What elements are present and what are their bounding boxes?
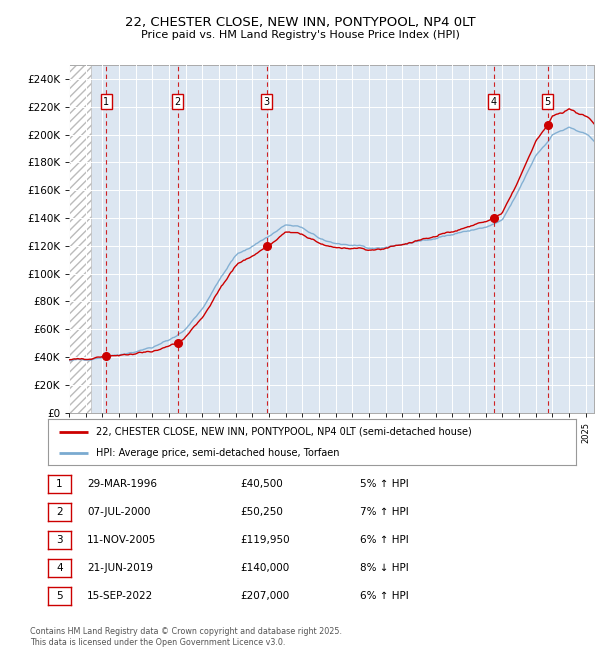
Text: Contains HM Land Registry data © Crown copyright and database right 2025.
This d: Contains HM Land Registry data © Crown c… <box>30 627 342 647</box>
Text: £140,000: £140,000 <box>240 563 289 573</box>
Text: Price paid vs. HM Land Registry's House Price Index (HPI): Price paid vs. HM Land Registry's House … <box>140 30 460 40</box>
Text: £119,950: £119,950 <box>240 535 290 545</box>
Text: 15-SEP-2022: 15-SEP-2022 <box>87 591 153 601</box>
Text: £207,000: £207,000 <box>240 591 289 601</box>
Text: £40,500: £40,500 <box>240 479 283 489</box>
Text: 8% ↓ HPI: 8% ↓ HPI <box>360 563 409 573</box>
Text: 22, CHESTER CLOSE, NEW INN, PONTYPOOL, NP4 0LT (semi-detached house): 22, CHESTER CLOSE, NEW INN, PONTYPOOL, N… <box>95 427 471 437</box>
Text: HPI: Average price, semi-detached house, Torfaen: HPI: Average price, semi-detached house,… <box>95 448 339 458</box>
Text: 2: 2 <box>175 96 181 107</box>
Text: 1: 1 <box>56 479 63 489</box>
Text: 07-JUL-2000: 07-JUL-2000 <box>87 507 151 517</box>
Text: 5: 5 <box>544 96 551 107</box>
Text: 4: 4 <box>56 563 63 573</box>
Text: 4: 4 <box>490 96 497 107</box>
Text: 6% ↑ HPI: 6% ↑ HPI <box>360 591 409 601</box>
Text: 5% ↑ HPI: 5% ↑ HPI <box>360 479 409 489</box>
Text: 2: 2 <box>56 507 63 517</box>
Text: 21-JUN-2019: 21-JUN-2019 <box>87 563 153 573</box>
Text: £50,250: £50,250 <box>240 507 283 517</box>
Text: 6% ↑ HPI: 6% ↑ HPI <box>360 535 409 545</box>
Text: 11-NOV-2005: 11-NOV-2005 <box>87 535 157 545</box>
Text: 29-MAR-1996: 29-MAR-1996 <box>87 479 157 489</box>
Text: 3: 3 <box>56 535 63 545</box>
Text: 22, CHESTER CLOSE, NEW INN, PONTYPOOL, NP4 0LT: 22, CHESTER CLOSE, NEW INN, PONTYPOOL, N… <box>125 16 475 29</box>
Text: 5: 5 <box>56 591 63 601</box>
Bar <box>69 65 91 413</box>
Text: 1: 1 <box>103 96 109 107</box>
Text: 3: 3 <box>264 96 270 107</box>
Text: 7% ↑ HPI: 7% ↑ HPI <box>360 507 409 517</box>
